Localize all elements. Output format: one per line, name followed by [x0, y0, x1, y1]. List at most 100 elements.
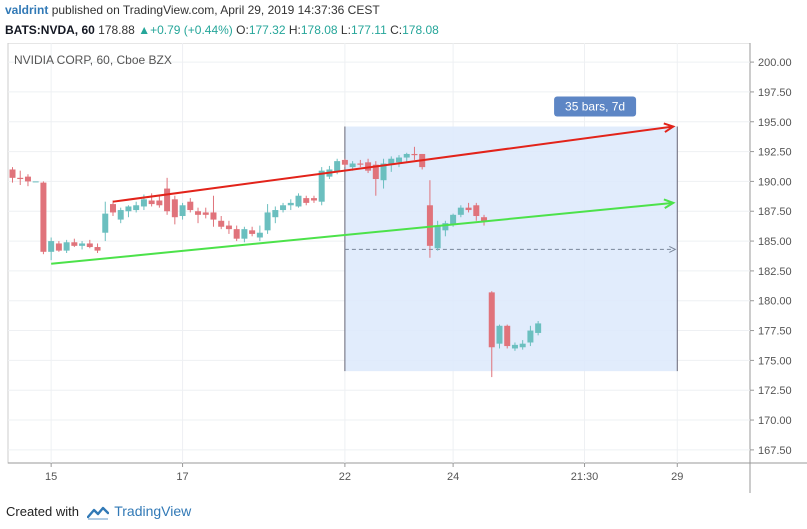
close-value: 178.08 [402, 23, 439, 37]
candle-body [171, 199, 178, 218]
time-tick-label: 24 [447, 471, 459, 483]
price-tick-label: 192.50 [758, 147, 792, 159]
candle-body [380, 163, 387, 181]
chart-area[interactable]: 35 bars, 7d 200.00 197.50 195.00 192.50 190.… [0, 42, 807, 493]
measure-tool[interactable]: 35 bars, 7d [344, 96, 678, 372]
candle-body [287, 202, 294, 206]
published-text: published on TradingView.com, April 29, … [51, 3, 380, 17]
candle-body [272, 210, 279, 218]
price-tick-label: 175.00 [758, 355, 792, 367]
candle-body [140, 199, 147, 207]
candle-body [434, 225, 441, 249]
green-trendline [51, 201, 674, 265]
chart-legend-title: NVIDIA CORP, 60, Cboe BZX [14, 53, 172, 67]
measure-box [344, 126, 678, 372]
red-trendline [112, 125, 674, 203]
candle-body [349, 163, 356, 168]
candle-body [225, 225, 232, 230]
open-label: O: [236, 23, 249, 37]
author-name[interactable]: valdrint [5, 3, 49, 17]
price-tick-label: 180.00 [758, 296, 792, 308]
candle-body [86, 243, 93, 248]
candle-body [496, 325, 503, 344]
footer: Created with TradingView [6, 503, 191, 520]
time-tick-label: 29 [671, 471, 683, 483]
candle-body [303, 198, 310, 203]
candle-body [426, 205, 433, 246]
last-price: 178.88 [98, 23, 135, 37]
tradingview-logo-icon [86, 506, 109, 520]
candle-body [527, 330, 534, 343]
candle-body [465, 207, 472, 211]
candle-body [164, 188, 171, 212]
candle-body [48, 241, 55, 252]
price-tick-label: 177.50 [758, 326, 792, 338]
price-tick-label: 200.00 [758, 57, 792, 69]
price-tick-label: 187.50 [758, 206, 792, 218]
time-tick-label: 22 [339, 471, 351, 483]
time-axis[interactable]: 15 17 22 24 21:30 29 [45, 463, 683, 483]
candle-body [388, 158, 395, 165]
candle-body [450, 214, 457, 225]
created-with-text: Created with [6, 504, 79, 519]
candle-body [79, 243, 86, 246]
candle-body [310, 198, 317, 201]
candle-body [133, 205, 140, 211]
candlestick-chart[interactable]: 35 bars, 7d 200.00 197.50 195.00 192.50 190.… [0, 42, 807, 493]
candle-body [519, 343, 526, 348]
candle-body [32, 181, 39, 183]
candle-body [535, 323, 542, 333]
open-value: 177.32 [248, 23, 286, 37]
candle-body [63, 242, 70, 251]
candle-body [218, 220, 225, 227]
price-tick-label: 190.00 [758, 176, 792, 188]
high-value: 178.08 [300, 23, 338, 37]
candle-body [334, 161, 341, 172]
candle-body [148, 200, 155, 205]
time-tick-label: 15 [45, 471, 57, 483]
price-axis[interactable]: 200.00 197.50 195.00 192.50 190.00 187.50 185.… [750, 57, 792, 457]
green-trendline-arrow-icon [663, 198, 676, 209]
candle-body [241, 229, 248, 239]
candle-body [9, 169, 16, 178]
brand-name[interactable]: TradingView [114, 503, 192, 519]
candle-body [481, 217, 488, 222]
measure-label-box [554, 96, 637, 117]
symbol-name: BATS:NVDA, 60 [5, 23, 95, 37]
candle-body [55, 243, 62, 251]
price-tick-label: 185.00 [758, 236, 792, 248]
candle-body [187, 201, 194, 211]
candle-body [40, 182, 47, 252]
candle-body [357, 163, 364, 165]
candle-body [256, 232, 263, 238]
high-label: H: [288, 23, 301, 37]
symbol-line: BATS:NVDA, 60 178.88 ▲+0.79 (+0.44%) O:1… [5, 23, 439, 37]
price-tick-label: 182.50 [758, 266, 792, 278]
candle-body [102, 213, 109, 233]
candle-body [295, 195, 302, 207]
candle-body [457, 207, 464, 215]
up-arrow-icon: ▲ [138, 23, 151, 37]
candle-body [442, 223, 449, 231]
low-value: 177.11 [350, 23, 387, 37]
measure-arrow-icon [669, 245, 677, 253]
price-tick-label: 170.00 [758, 415, 792, 427]
price-change: +0.79 (+0.44%) [150, 23, 233, 37]
price-tick-label: 172.50 [758, 385, 792, 397]
red-trendline-arrow-icon [663, 122, 676, 133]
candle-body [156, 200, 163, 206]
candles-layer [9, 146, 542, 378]
candle-body [195, 211, 202, 215]
candle-body [109, 204, 116, 213]
candle-body [411, 153, 418, 156]
candle-body [125, 206, 132, 212]
measure-label: 35 bars, 7d [565, 100, 625, 114]
candle-body [372, 164, 379, 180]
candle-body [488, 292, 495, 348]
candle-body [17, 177, 24, 180]
candle-body [94, 247, 101, 251]
trendlines-layer[interactable] [51, 122, 676, 265]
low-label: L: [340, 23, 351, 37]
candle-body [202, 212, 209, 215]
close-label: C: [390, 23, 403, 37]
